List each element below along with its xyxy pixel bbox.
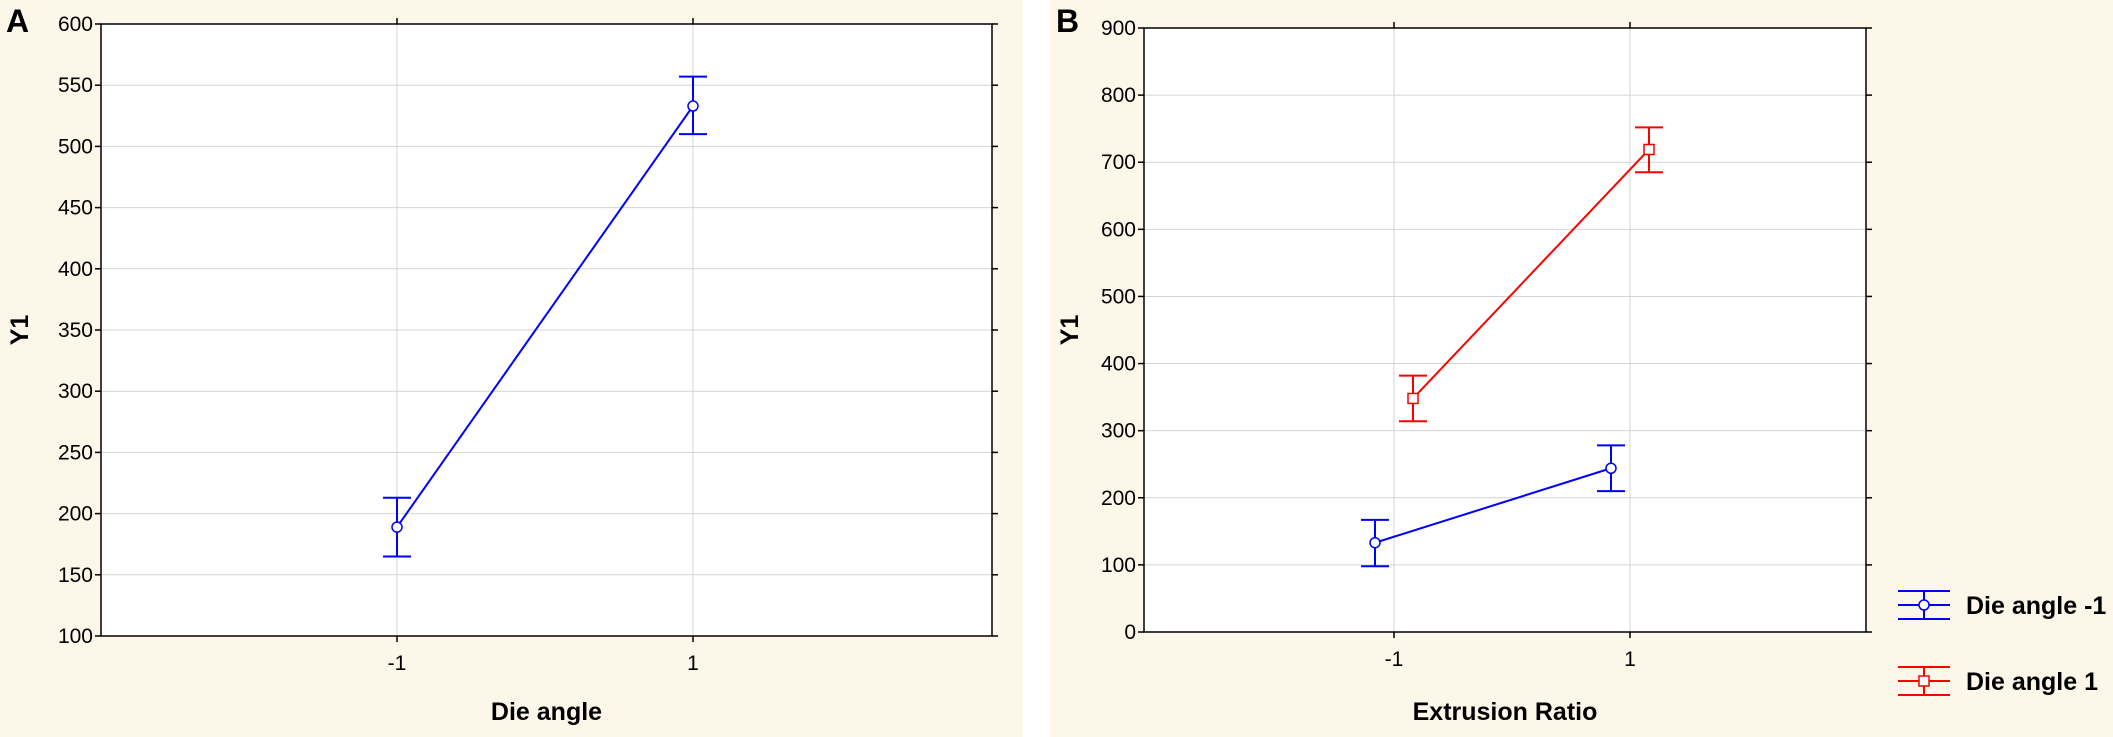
data-point-circle — [391, 521, 403, 533]
x-tick-label: -1 — [1385, 648, 1404, 671]
y-tick-label: 550 — [58, 74, 93, 97]
x-axis-label: Die angle — [491, 698, 602, 726]
y-tick-label: 100 — [58, 625, 93, 648]
data-point-circle — [1605, 462, 1617, 474]
plot-border — [1143, 27, 1867, 633]
y-tick-label: 600 — [58, 13, 93, 36]
data-point-circle — [687, 100, 699, 112]
y-tick-label: 100 — [1101, 554, 1136, 577]
y-tick-label: 250 — [58, 441, 93, 464]
chart-panel-b: 0 100 200 300 400 500 600 700 800 900 -1 1 B Extrusio… — [1050, 0, 2113, 737]
x-tick-label: -1 — [388, 652, 407, 675]
data-point-square — [1407, 392, 1419, 405]
legend-label: Die angle -1 — [1966, 592, 2106, 620]
y-tick-label: 450 — [58, 197, 93, 220]
panel-letter: B — [1056, 3, 1079, 39]
y-tick-label: 500 — [58, 135, 93, 158]
chart-b-svg: 0 100 200 300 400 500 600 700 800 900 -1 1 B Extrusio… — [1056, 3, 2106, 726]
y-tick-label: 350 — [58, 319, 93, 342]
x-axis-label: Extrusion Ratio — [1413, 698, 1598, 726]
legend-marker-circle — [1918, 599, 1930, 611]
y-tick-label: 900 — [1101, 17, 1136, 40]
x-tick-label: 1 — [1624, 648, 1636, 671]
y-axis-label: Y1 — [1056, 315, 1084, 346]
panel-letter: A — [6, 3, 29, 39]
y-tick-label: 700 — [1101, 151, 1136, 174]
data-point-circle — [1369, 536, 1381, 549]
y-tick-label: 600 — [1101, 218, 1136, 241]
series-line — [396, 105, 694, 528]
y-tick-label: 300 — [58, 380, 93, 403]
y-tick-label: 200 — [58, 503, 93, 526]
y-tick-label: 400 — [1101, 353, 1136, 376]
x-tick-label: 1 — [687, 652, 699, 675]
y-tick-label: 200 — [1101, 487, 1136, 510]
chart-panel-a: 100 150 200 250 300 350 400 450 500 550 600 -1 1 A Die… — [0, 0, 1023, 737]
plot-area — [1144, 28, 1866, 632]
legend-marker-square — [1918, 675, 1930, 687]
y-tick-label: 150 — [58, 564, 93, 587]
y-tick-label: 400 — [58, 258, 93, 281]
plot-border — [100, 23, 993, 637]
y-tick-label: 300 — [1101, 420, 1136, 443]
y-axis-label: Y1 — [6, 315, 34, 346]
chart-a-svg: 100 150 200 250 300 350 400 450 500 550 600 -1 1 A Die… — [6, 3, 998, 726]
y-tick-label: 800 — [1101, 84, 1136, 107]
y-tick-label: 500 — [1101, 285, 1136, 308]
data-point-square — [1643, 143, 1655, 156]
series-line — [1412, 148, 1650, 400]
legend-label: Die angle 1 — [1966, 668, 2098, 696]
series-line — [1374, 467, 1612, 544]
y-tick-label: 0 — [1124, 621, 1136, 644]
